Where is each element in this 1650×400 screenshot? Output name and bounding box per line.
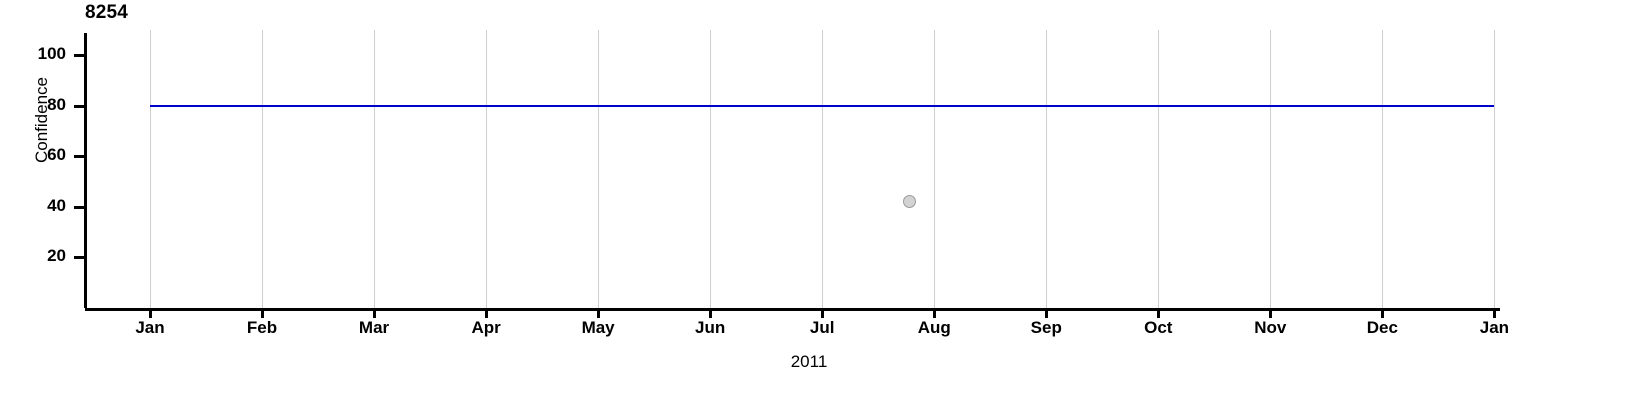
y-tick-label-1: 40 xyxy=(47,195,66,215)
gridline-aug-7 xyxy=(934,30,936,308)
plot-area xyxy=(85,30,1500,308)
x-tick-label-1: Feb xyxy=(246,318,278,337)
x-tick-label-10: Nov xyxy=(1254,318,1287,337)
x-tick-label-7: Aug xyxy=(917,318,951,337)
x-tick-mark-5 xyxy=(709,308,713,318)
x-tick-label-0: Jan xyxy=(135,318,165,337)
x-tick-label-3: Apr xyxy=(471,318,501,337)
y-tick-label-3: 80 xyxy=(47,94,66,114)
x-tick-mark-1 xyxy=(261,308,264,318)
x-tick-mark-6 xyxy=(821,308,825,318)
x-tick-mark-2 xyxy=(373,308,377,318)
x-tick-label-2: Mar xyxy=(358,318,390,337)
x-tick-mark-4 xyxy=(597,308,601,318)
gridline-mar-2 xyxy=(374,30,376,308)
gridline-feb-1 xyxy=(262,30,263,308)
gridline-jan-0 xyxy=(149,30,151,308)
x-axis-label-text: 2011 xyxy=(790,352,828,371)
y-tick-label-4: 100 xyxy=(37,44,66,64)
threshold-line xyxy=(149,104,1495,107)
y-tick-mark-2 xyxy=(74,155,85,159)
x-tick-label-9: Oct xyxy=(1144,318,1173,337)
gridline-dec-11 xyxy=(1382,30,1384,308)
gridline-oct-9 xyxy=(1158,30,1160,308)
y-tick-label-0: 20 xyxy=(47,246,66,266)
x-tick-mark-11 xyxy=(1381,308,1385,318)
chart-title: 8254 xyxy=(85,2,129,23)
gridline-sep-8 xyxy=(1046,30,1048,308)
x-tick-mark-0 xyxy=(148,308,152,318)
x-tick-mark-12 xyxy=(1493,308,1497,318)
x-tick-mark-8 xyxy=(1045,308,1049,318)
y-axis-line xyxy=(84,33,87,308)
x-tick-mark-3 xyxy=(485,308,489,318)
x-axis-label: 2011 xyxy=(0,352,1650,372)
y-tick-mark-1 xyxy=(74,205,85,209)
gridline-jul-6 xyxy=(822,30,824,308)
x-axis-line xyxy=(85,308,1500,311)
x-tick-mark-10 xyxy=(1269,308,1273,318)
x-tick-label-4: May xyxy=(581,318,615,337)
gridline-nov-10 xyxy=(1270,30,1272,308)
x-tick-label-12: Jan xyxy=(1479,318,1510,337)
x-tick-label-6: Jul xyxy=(809,318,835,337)
gridline-may-4 xyxy=(598,30,600,308)
y-tick-label-2: 60 xyxy=(47,145,66,165)
data-point-0[interactable] xyxy=(903,195,917,209)
gridline-jan-12 xyxy=(1494,30,1496,308)
x-tick-label-11: Dec xyxy=(1366,318,1398,337)
y-tick-mark-0 xyxy=(74,256,85,260)
y-tick-mark-4 xyxy=(74,54,85,58)
y-tick-mark-3 xyxy=(74,104,85,108)
gridline-jun-5 xyxy=(710,30,712,308)
gridline-apr-3 xyxy=(486,30,488,308)
x-tick-label-8: Sep xyxy=(1030,318,1062,337)
x-tick-mark-9 xyxy=(1157,308,1161,318)
x-tick-mark-7 xyxy=(933,308,937,318)
x-tick-label-5: Jun xyxy=(695,318,726,337)
